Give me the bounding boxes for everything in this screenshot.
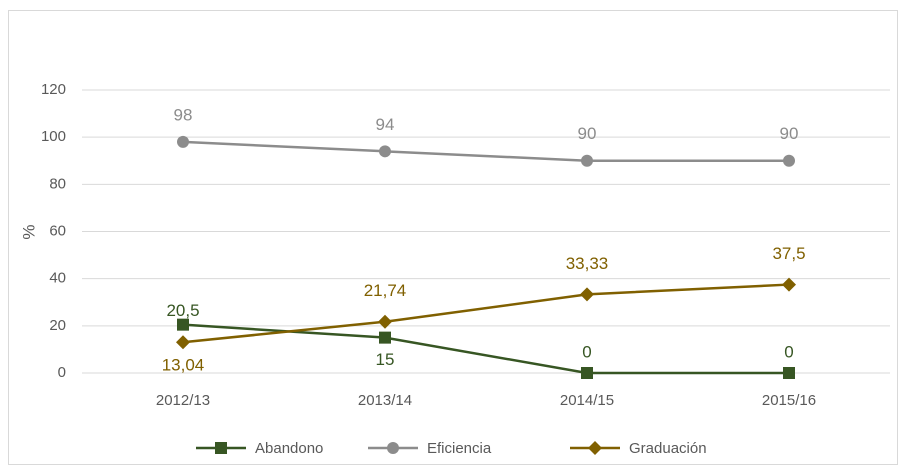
data-label: 98: [174, 105, 193, 124]
series-line: [182, 283, 790, 344]
data-point: [783, 367, 795, 379]
y-tick-label: 40: [49, 270, 66, 287]
legend-marker: [215, 442, 227, 454]
x-tick-label: 2014/15: [560, 392, 614, 409]
data-label: 33,33: [566, 254, 609, 273]
data-label: 94: [376, 115, 395, 134]
data-point: [581, 154, 593, 167]
series-line: [182, 140, 789, 162]
data-label: 0: [582, 342, 591, 361]
data-point: [177, 135, 189, 148]
data-point: [379, 145, 391, 158]
y-tick-label: 120: [41, 81, 66, 98]
data-point: [782, 277, 796, 292]
data-label: 15: [376, 350, 395, 369]
y-tick-label: 100: [41, 128, 66, 145]
data-point: [378, 314, 392, 329]
y-axis-label: %: [19, 224, 38, 239]
data-point: [379, 331, 391, 344]
data-point: [176, 335, 190, 350]
legend-label: Graduación: [629, 440, 707, 457]
x-tick-label: 2015/16: [762, 392, 816, 409]
chart-frame: [8, 10, 898, 465]
legend-marker: [387, 442, 399, 454]
data-label: 90: [578, 124, 597, 143]
data-label: 0: [784, 342, 793, 361]
data-point: [177, 318, 189, 331]
data-label: 21,74: [364, 281, 407, 300]
data-label: 90: [780, 124, 799, 143]
y-tick-label: 80: [49, 175, 66, 192]
y-tick-label: 20: [49, 317, 66, 334]
data-point: [581, 367, 593, 379]
data-label: 37,5: [772, 244, 805, 263]
data-label: 20,5: [166, 301, 199, 320]
y-tick-label: 0: [58, 364, 66, 381]
legend-label: Eficiencia: [427, 440, 492, 457]
data-point: [783, 154, 795, 167]
legend-label: Abandono: [255, 440, 323, 457]
legend-marker: [588, 441, 602, 455]
x-tick-label: 2013/14: [358, 392, 412, 409]
y-tick-label: 60: [49, 222, 66, 239]
x-tick-label: 2012/13: [156, 392, 210, 409]
data-label: 13,04: [162, 356, 205, 375]
data-point: [580, 287, 594, 302]
